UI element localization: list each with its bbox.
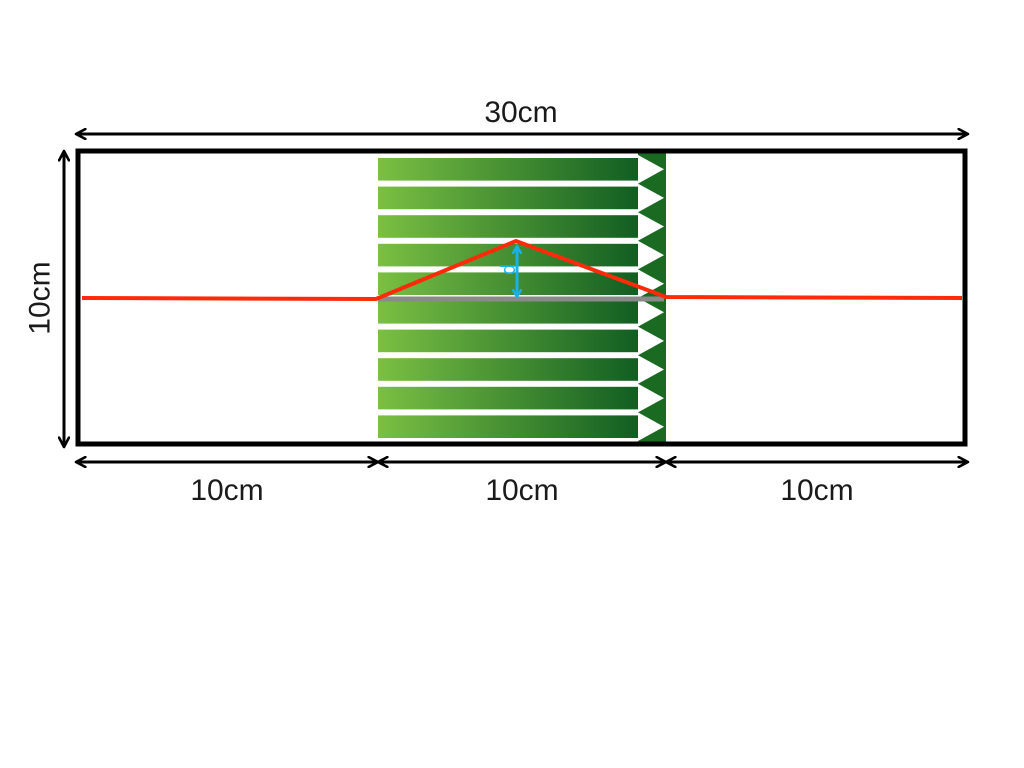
gradient-stripe (378, 215, 638, 238)
gradient-stripe (378, 386, 638, 410)
gradient-slab (378, 153, 666, 442)
gradient-stripe (378, 329, 638, 353)
height-label: 10cm (24, 261, 57, 334)
gradient-stripe (378, 158, 638, 181)
gradient-stripe (378, 301, 638, 324)
total-width-label: 30cm (484, 96, 557, 129)
gradient-stripe (378, 243, 638, 267)
gradient-stripes (378, 158, 638, 438)
gradient-stripe (378, 186, 638, 210)
displacement-label: d (498, 264, 520, 275)
arrowhead-chevron (638, 212, 664, 241)
arrowhead-chevron (638, 326, 664, 356)
arrowhead-chevron (638, 155, 664, 184)
arrowhead-chevron (638, 183, 664, 213)
segment-label-left: 10cm (190, 474, 263, 507)
gradient-stripe (378, 415, 638, 438)
outer-frame (75, 148, 968, 447)
arrowhead-chevron (638, 412, 664, 441)
arrowhead-chevron (638, 383, 664, 413)
gradient-stripe (378, 272, 638, 295)
gradient-stripe (378, 358, 638, 381)
segment-label-right: 10cm (780, 474, 853, 507)
red-ray-path (81, 238, 963, 302)
segment-label-middle: 10cm (485, 474, 558, 507)
arrowhead-chevron (638, 240, 664, 270)
arrowhead-chevron (638, 355, 664, 384)
arrowhead-chevron (638, 298, 664, 327)
